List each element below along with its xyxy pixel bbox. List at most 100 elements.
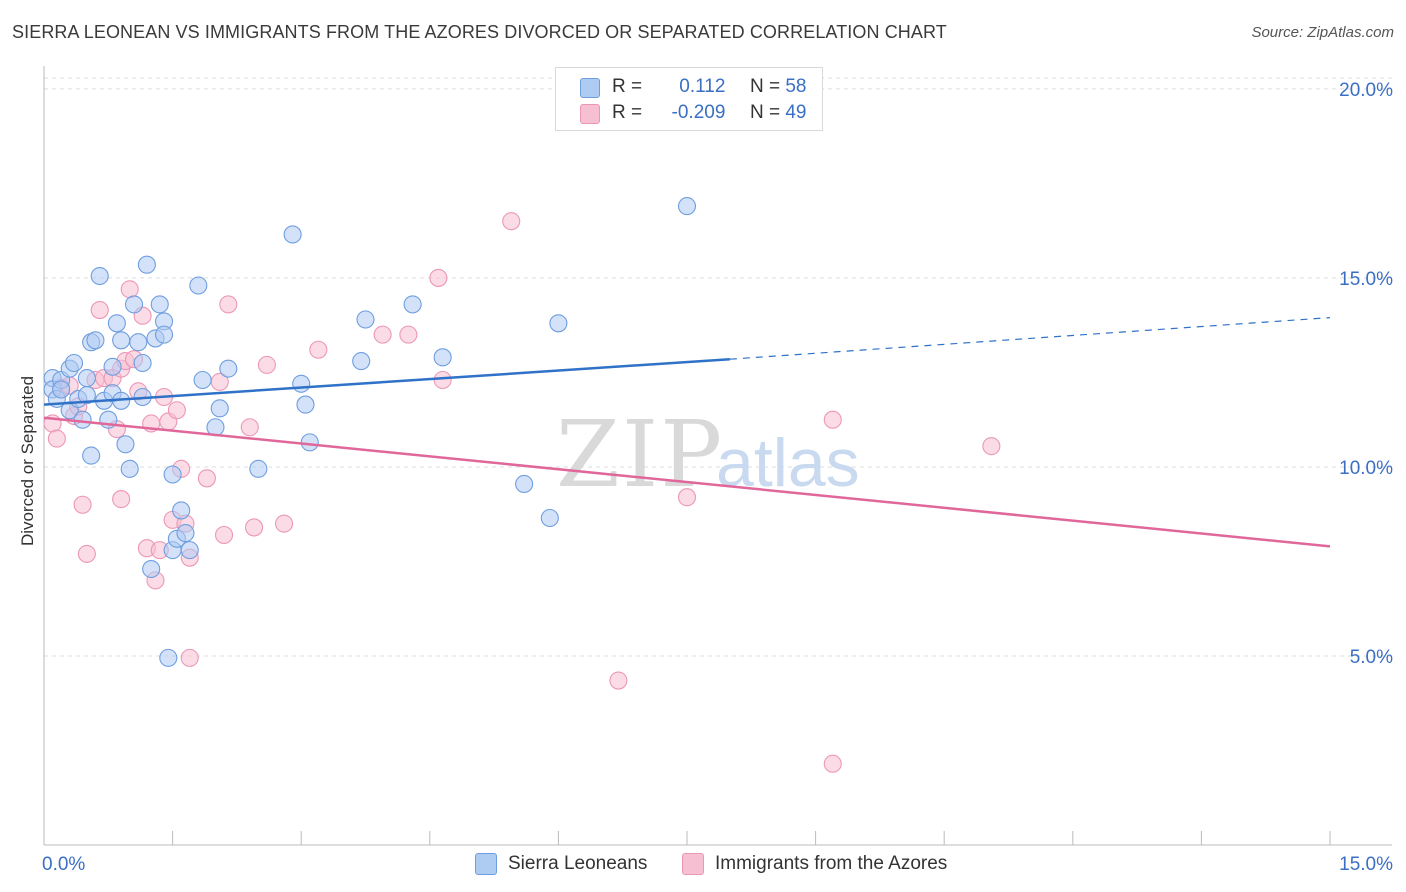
r-value: -0.209 (671, 102, 726, 123)
sierra-leonean-point (82, 446, 101, 465)
sierra-leonean-point (283, 225, 302, 244)
grid-lines (44, 77, 1392, 657)
watermark: ZIP atlas (556, 401, 860, 508)
sierra-leonean-point (150, 295, 169, 314)
azores-point (112, 490, 131, 509)
azores-trend (43, 416, 1331, 548)
sierra-leonean-point (142, 559, 161, 579)
sierra-leonean-point (116, 435, 135, 454)
azores-point (433, 370, 452, 390)
azores-point (257, 355, 276, 374)
r-label: R = (612, 76, 643, 97)
n-label: N = (749, 102, 781, 123)
sierra-leonean-point (86, 331, 105, 350)
sierra-leonean-point (120, 459, 139, 478)
tick-labels: 5.0% 10.0% 15.0% 20.0% 0.0% 15.0% (42, 80, 1393, 875)
y-tick-label: 10.0% (1339, 458, 1393, 479)
sierra-leonean-point (172, 501, 191, 520)
azores-point (120, 280, 139, 299)
sierra-leonean-point (433, 348, 452, 367)
sierra-leonean-point (107, 314, 126, 333)
azores-point (167, 401, 186, 420)
sierra-leonean-point (540, 508, 559, 528)
sierra-leonean-point (159, 648, 178, 667)
pink-swatch (580, 104, 600, 124)
r-value: 0.112 (679, 76, 726, 97)
n-value: 49 (785, 102, 807, 123)
sierra-leonean-point (73, 410, 92, 429)
azores-point (197, 469, 216, 488)
watermark-zip: ZIP (556, 401, 724, 508)
blue-swatch (580, 78, 600, 98)
blue-swatch (475, 853, 497, 875)
azores-point (823, 754, 842, 773)
sierra-leonean-point (176, 524, 195, 543)
sierra-leonean-point (180, 541, 199, 560)
y-tick-label: 5.0% (1350, 647, 1393, 668)
azores-point (219, 295, 238, 314)
sierra-leonean-point (549, 314, 568, 333)
sierra-leonean-trend-solid (43, 357, 730, 406)
azores-point (823, 410, 842, 429)
azores-point (47, 429, 66, 448)
azores-point (373, 325, 392, 344)
chart-title: SIERRA LEONEAN VS IMMIGRANTS FROM THE AZ… (12, 22, 947, 42)
sierra-leonean-point (124, 295, 144, 314)
y-tick-label: 15.0% (1339, 269, 1393, 290)
sierra-leonean-point (403, 295, 422, 314)
series-label: Sierra Leoneans (508, 853, 648, 874)
n-value: 58 (785, 76, 807, 97)
sierra-leonean-point (356, 310, 375, 329)
x-tick-label: 15.0% (1339, 854, 1393, 875)
sierra-leonean-point (189, 276, 208, 295)
sierra-leonean-point (137, 255, 156, 274)
azores-point (240, 418, 259, 437)
azores-point (275, 514, 294, 533)
azores-point (244, 518, 264, 537)
sierra-leonean-point (352, 352, 371, 371)
azores-point (180, 648, 199, 667)
azores-point (399, 325, 418, 344)
sierra-leonean-point (219, 359, 238, 378)
r-label: R = (612, 102, 643, 123)
sierra-leonean-point (154, 325, 174, 344)
watermark-atlas: atlas (716, 425, 860, 501)
azores-point (982, 437, 1001, 456)
sierra-leonean-point (52, 380, 71, 399)
azores-point (309, 340, 328, 359)
n-label: N = (749, 76, 781, 97)
sierra-leonean-point (163, 465, 182, 484)
sierra-leonean-point (112, 331, 131, 350)
sierra-leonean-point (300, 433, 319, 452)
azores-point (90, 301, 109, 320)
sierra-leonean-point (129, 333, 148, 352)
sierra-leonean-point (133, 353, 152, 373)
sierra-leonean-point (64, 353, 84, 373)
y-tick-label: 20.0% (1339, 80, 1393, 101)
azores-point (677, 488, 697, 507)
pink-swatch (682, 853, 704, 875)
azores-point (429, 268, 448, 287)
azores-point (73, 495, 92, 514)
axes (43, 66, 1392, 846)
sierra-leonean-point (515, 474, 534, 494)
trend-lines (43, 317, 1331, 548)
sierra-leonean-point (77, 369, 96, 388)
azores-point (77, 544, 96, 563)
correlation-legend: R = 0.112 N = 58 R = -0.209 N = 49 (555, 67, 823, 131)
azores-point (609, 671, 628, 690)
sierra-leonean-point (296, 395, 315, 414)
sierra-leonean-trend-dashed (729, 317, 1331, 360)
sierra-leonean-point (292, 374, 311, 393)
x-tick-label: 0.0% (42, 854, 85, 875)
source-credit: Source: ZipAtlas.com (1251, 24, 1394, 41)
sierra-leonean-point (90, 266, 109, 286)
azores-point (502, 212, 521, 231)
series-label: Immigrants from the Azores (715, 853, 948, 874)
sierra-leonean-point (103, 357, 122, 376)
sierra-leonean-point (193, 370, 212, 390)
sierra-leonean-point (677, 197, 697, 216)
points-sierra-leoneans (43, 197, 697, 667)
azores-point (214, 525, 234, 545)
